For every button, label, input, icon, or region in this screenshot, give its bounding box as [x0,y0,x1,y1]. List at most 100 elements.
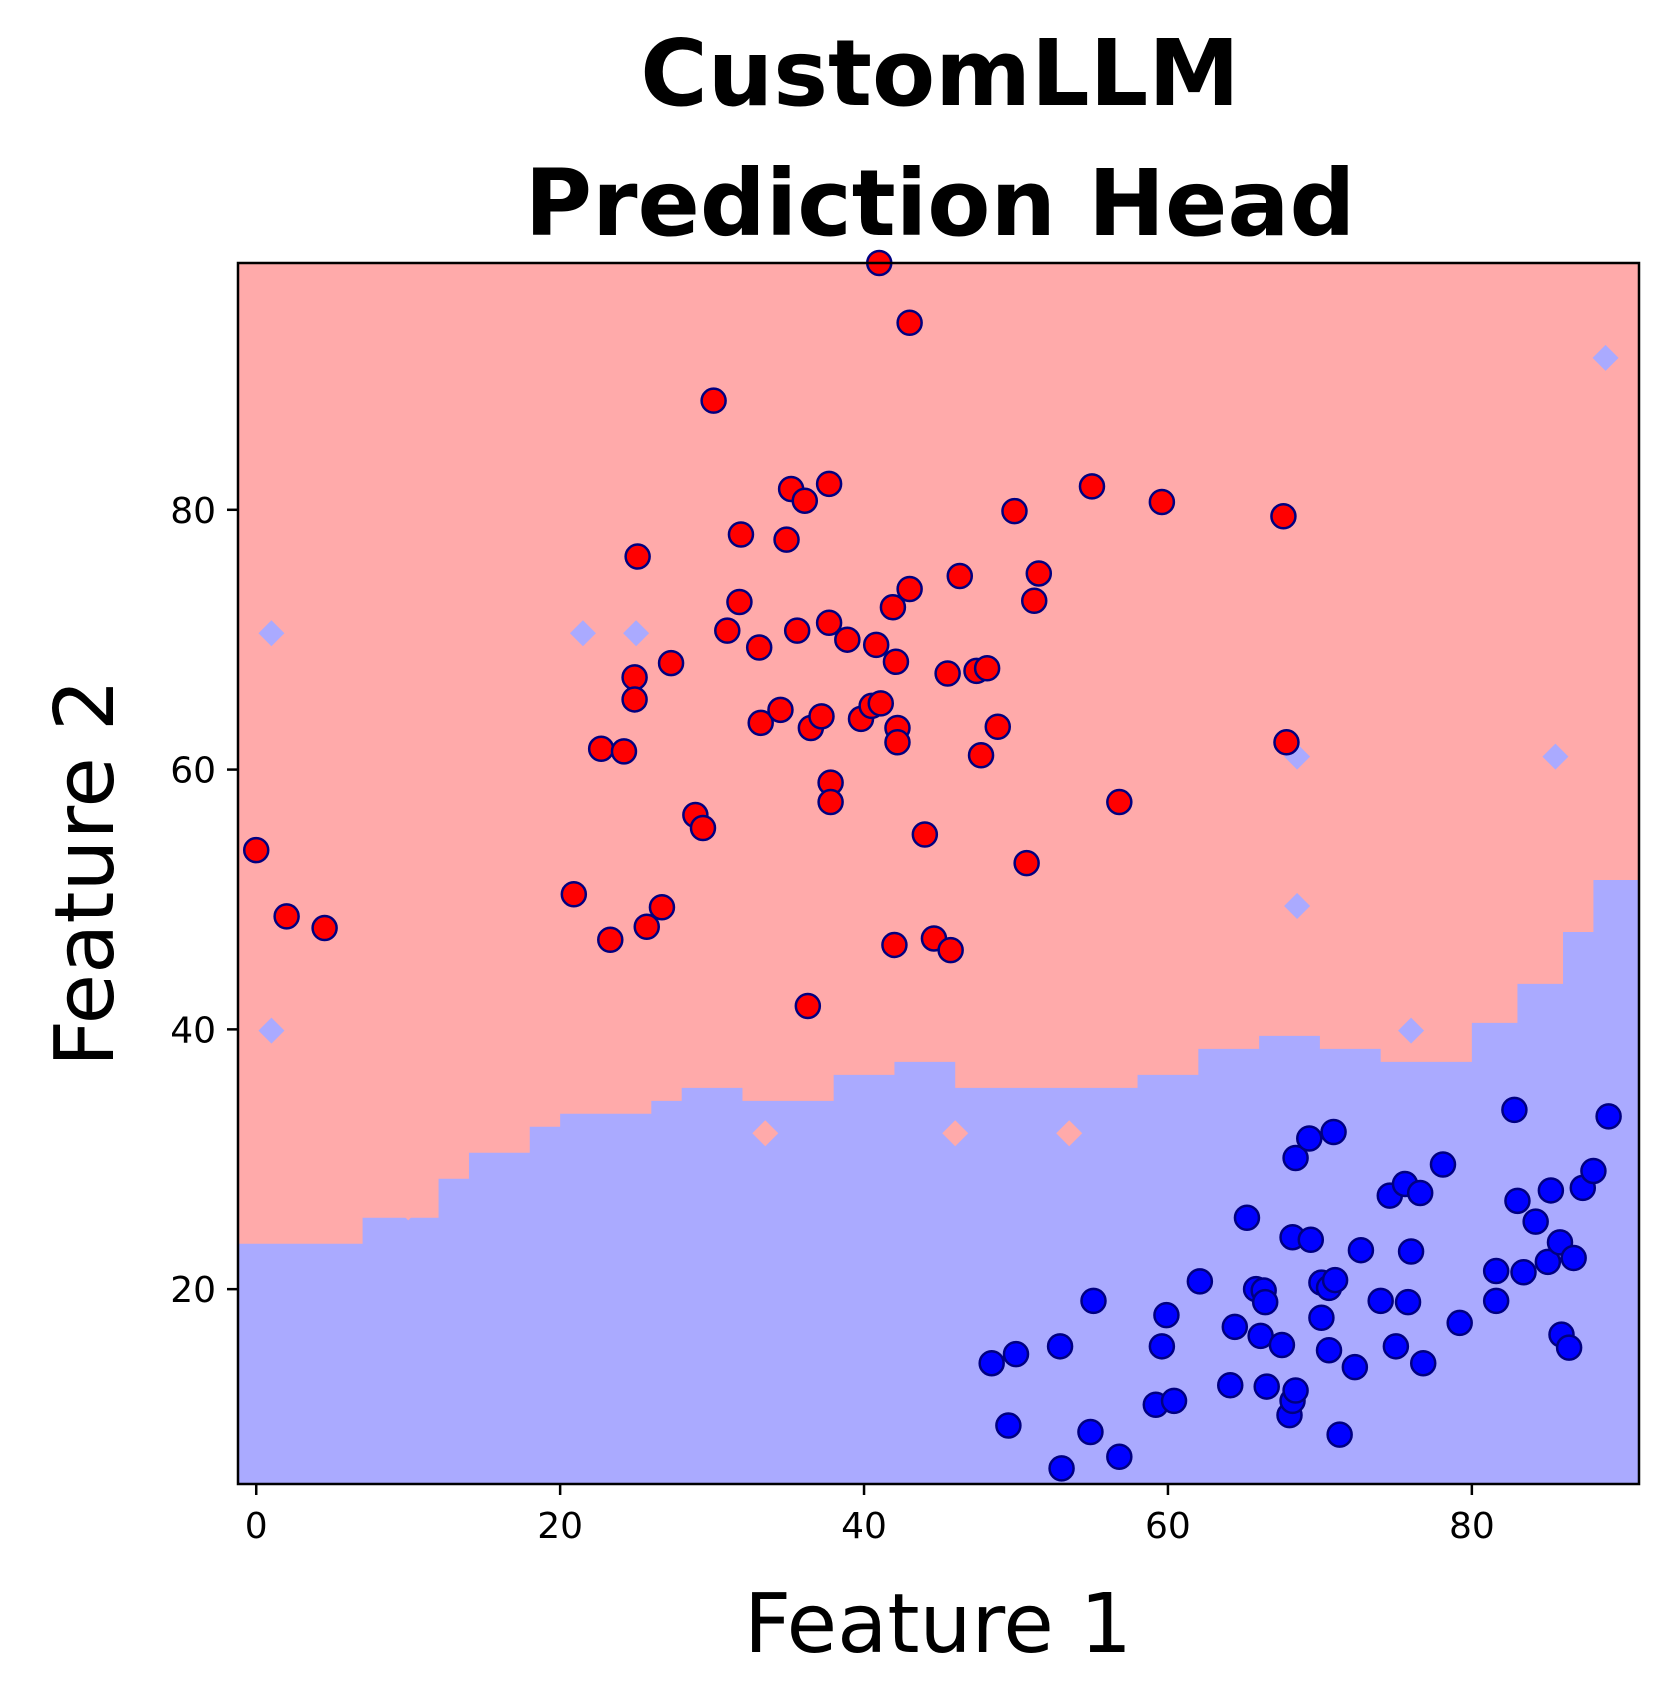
data-point-class-1 [1297,1226,1325,1254]
region-speck [1398,1017,1425,1044]
data-point-class-0 [867,690,895,717]
region-speck [1056,1120,1083,1147]
x-tick-label: 20 [537,1506,583,1547]
data-point-class-0 [657,649,685,677]
region-speck [395,1194,422,1221]
data-point-class-1 [1580,1157,1607,1185]
data-point-class-1 [1148,1333,1176,1360]
data-point-class-1 [1153,1301,1180,1329]
region-speck [1603,811,1630,838]
data-point-class-0 [597,926,624,953]
data-point-class-0 [937,936,964,964]
data-point-class-0 [815,609,843,637]
region-speck [1592,344,1619,371]
data-point-class-0 [834,626,861,653]
data-point-class-1 [1446,1309,1473,1337]
y-tick-label: 80 [170,491,216,532]
data-point-class-1 [1321,1266,1349,1294]
data-point-class-1 [995,1412,1022,1439]
data-point-class-1 [1282,1144,1309,1172]
data-point-class-1 [1510,1259,1537,1286]
y-axis-label: Feature 2 [38,679,133,1067]
data-point-class-1 [1347,1236,1375,1264]
data-point-class-0 [560,881,588,908]
region-speck [258,1017,285,1044]
data-point-class-0 [745,634,773,661]
data-point-class-0 [783,617,811,644]
data-point-class-0 [884,729,911,756]
data-point-class-0 [984,713,1012,740]
y-tick-label: 20 [170,1270,216,1311]
data-point-class-0 [700,387,727,414]
data-point-class-1 [1534,1248,1562,1276]
region-speck [752,1120,779,1147]
data-point-class-1 [1002,1340,1030,1368]
data-point-class-0 [311,914,338,942]
data-point-class-0 [911,821,939,848]
data-point-class-0 [1013,849,1040,877]
y-tick-label: 60 [170,751,216,792]
data-point-class-1 [1429,1151,1457,1178]
data-point-class-1 [1560,1244,1587,1272]
data-point-class-0 [967,742,995,769]
data-point-class-1 [1268,1331,1296,1359]
chart-title-line-2: Prediction Head [525,150,1356,257]
data-point-class-1 [1537,1177,1565,1204]
data-point-class-0 [946,562,974,590]
data-point-class-1 [1233,1204,1261,1231]
region-speck [942,1120,969,1147]
data-point-class-0 [621,664,648,691]
x-tick-label: 0 [245,1506,268,1547]
data-point-class-0 [242,836,270,864]
data-point-class-1 [1482,1257,1510,1285]
data-point-class-0 [879,593,907,621]
data-point-class-1 [1160,1387,1188,1415]
data-point-class-1 [1326,1421,1353,1448]
data-point-class-1 [1221,1313,1249,1341]
plot-area [236,249,1641,1486]
data-point-class-0 [767,696,794,724]
y-tick-label: 40 [170,1010,216,1051]
data-point-class-0 [815,470,843,498]
data-point-class-1 [1216,1372,1244,1399]
data-point-class-0 [973,655,1001,682]
x-axis: 0 20 40 60 80 [245,1484,1495,1547]
data-point-class-0 [1148,488,1176,516]
data-point-class-0 [773,526,800,553]
data-point-class-1 [978,1349,1005,1377]
data-point-class-0 [273,903,300,930]
data-point-class-1 [1555,1334,1583,1361]
data-point-class-1 [1409,1349,1437,1377]
data-point-class-0 [1106,788,1133,816]
y-axis: 20 40 60 80 [170,491,238,1311]
data-point-class-0 [621,686,648,713]
x-tick-label: 60 [1145,1506,1191,1547]
data-point-class-1 [1046,1333,1074,1360]
data-point-class-0 [881,931,908,959]
data-point-class-1 [1048,1455,1075,1482]
data-point-class-1 [1186,1268,1214,1295]
data-point-class-1 [1406,1179,1434,1207]
data-point-class-0 [896,309,923,337]
data-point-class-0 [727,521,755,548]
data-point-class-0 [648,894,676,921]
region-speck [569,620,596,647]
data-point-class-1 [1595,1103,1622,1130]
data-point-class-0 [794,992,822,1020]
data-point-class-0 [791,487,819,514]
region-speck [623,620,650,647]
data-point-class-1 [1251,1288,1279,1316]
data-point-class-1 [1080,1287,1107,1315]
data-point-class-1 [1253,1373,1280,1400]
data-point-class-1 [1320,1118,1347,1146]
data-point-class-1 [1501,1096,1528,1124]
data-point-class-1 [1341,1353,1369,1381]
data-point-class-0 [817,788,844,816]
data-point-class-0 [808,703,835,730]
data-point-class-1 [1482,1287,1510,1315]
data-point-class-1 [1315,1336,1343,1364]
data-point-class-0 [1273,729,1300,756]
region-class-1 [238,841,1639,1484]
